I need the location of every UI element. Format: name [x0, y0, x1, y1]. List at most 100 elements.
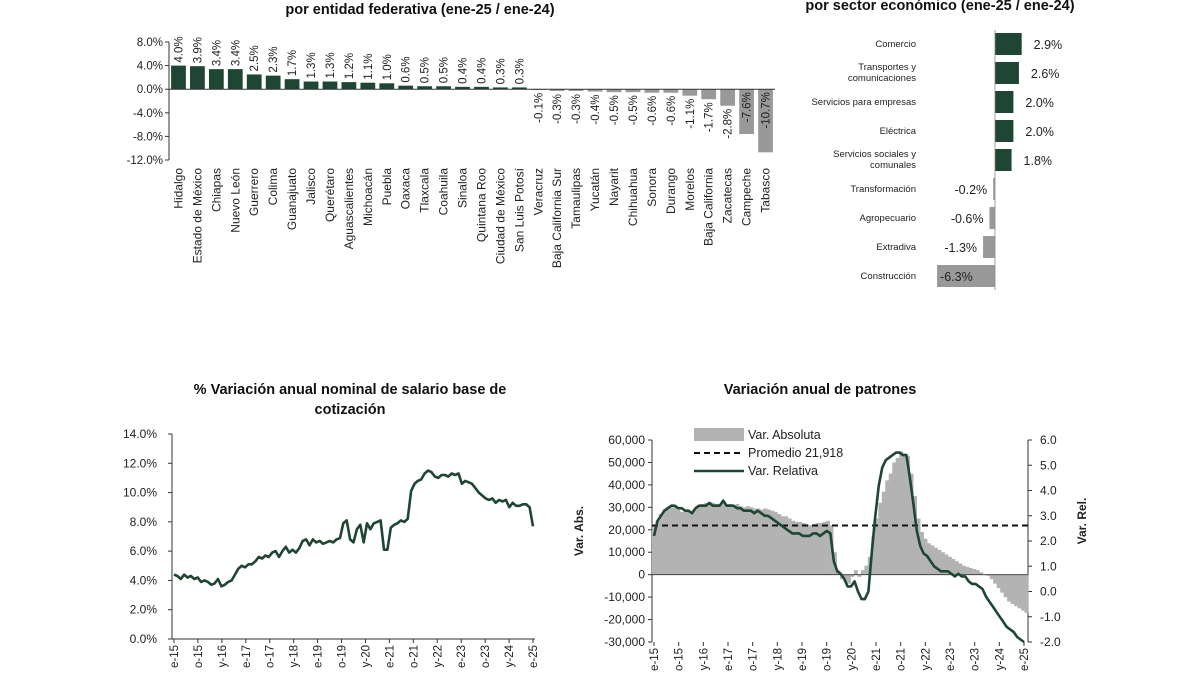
- employers-x-tick-label: y-18: [772, 648, 784, 670]
- sector-bar: [989, 207, 995, 229]
- employers-x-tick-label: e-23: [945, 648, 957, 671]
- states-value-label: 4.0%: [173, 36, 185, 62]
- employers-abs-bar: [902, 453, 907, 575]
- employers-x-tick-label: y-20: [846, 648, 858, 670]
- employers-abs-bar: [662, 509, 667, 575]
- employers-abs-bar: [752, 508, 757, 575]
- employers-abs-bar: [655, 520, 660, 575]
- states-bar: [587, 89, 603, 92]
- states-bar: [190, 66, 205, 90]
- employers-left-tick-label: 50,000: [608, 455, 645, 469]
- employers-abs-bar: [665, 507, 670, 575]
- employers-abs-bar: [707, 501, 712, 575]
- states-bar: [227, 69, 243, 90]
- employers-x-tick-label: e-25: [1019, 648, 1031, 671]
- salary-x-tick-label: y-22: [432, 645, 444, 667]
- states-value-label: 1.1%: [363, 53, 375, 79]
- states-value-label: -0.4%: [590, 95, 602, 125]
- states-category-label: Chihuahua: [626, 168, 640, 226]
- states-category-label: Coahuila: [437, 168, 451, 216]
- states-category-label: Baja California Sur: [550, 168, 564, 268]
- employers-left-axis-title: Var. Abs.: [572, 506, 586, 556]
- states-bar: [625, 89, 641, 93]
- employers-right-tick-label: 1.0: [1040, 559, 1057, 573]
- states-value-label: -10.7%: [761, 92, 773, 128]
- salary-y-tick-label: 6.0%: [130, 544, 158, 558]
- employers-abs-bar: [791, 520, 796, 575]
- employers-abs-bar: [725, 503, 729, 575]
- states-category-label: Campeche: [740, 168, 754, 226]
- states-bar: [701, 89, 717, 100]
- states-category-label: Guanajuato: [285, 168, 299, 230]
- states-value-label: 0.5%: [439, 57, 451, 83]
- states-bar: [436, 86, 451, 90]
- states-value-label: -2.8%: [723, 109, 735, 139]
- employers-abs-bar: [801, 523, 806, 575]
- employers-right-tick-label: -1.0: [1040, 610, 1061, 624]
- states-y-tick-label: 8.0%: [137, 37, 163, 49]
- employers-abs-bar: [979, 572, 984, 575]
- salary-x-tick-label: o-15: [193, 645, 205, 668]
- salary-x-tick-label: e-21: [384, 645, 396, 668]
- states-bar: [246, 74, 262, 90]
- employers-abs-bar: [920, 532, 924, 575]
- employers-left-tick-label: 60,000: [608, 433, 645, 447]
- salary-x-tick-label: y-20: [360, 645, 372, 667]
- states-bar: [360, 82, 376, 90]
- states-category-label: Tlaxcala: [418, 168, 432, 213]
- employers-abs-bar: [787, 518, 792, 575]
- states-bar: [303, 81, 319, 90]
- employers-abs-bar: [763, 508, 768, 575]
- sector-value-label: -1.3%: [944, 241, 977, 255]
- sector-category-label: Eléctrica: [880, 126, 917, 137]
- states-value-label: -0.1%: [533, 93, 545, 123]
- employers-abs-bar: [930, 545, 935, 575]
- employers-abs-bar: [1014, 574, 1018, 607]
- states-title: por entidad federativa (ene-25 / ene-24): [285, 2, 555, 18]
- states-value-label: 0.4%: [458, 58, 470, 84]
- employers-abs-bar: [892, 462, 897, 575]
- employers-abs-bar: [951, 558, 956, 575]
- states-category-label: Zacatecas: [721, 168, 735, 223]
- states-value-label: 1.3%: [306, 52, 318, 78]
- salary-x-tick-label: o-21: [408, 645, 420, 668]
- states-bar: [265, 75, 281, 90]
- employers-abs-bar: [853, 570, 858, 575]
- states-value-label: -0.5%: [609, 95, 621, 125]
- employers-x-tick-label: o-19: [822, 648, 834, 671]
- employers-abs-bar: [850, 574, 855, 577]
- employers-right-tick-label: -2.0: [1040, 635, 1061, 649]
- employers-abs-bar: [672, 507, 677, 575]
- employers-right-tick-label: 4.0: [1040, 484, 1057, 498]
- states-value-label: 1.7%: [287, 50, 299, 76]
- employers-abs-bar: [815, 523, 820, 575]
- states-bar: [549, 89, 565, 91]
- legend-relative-label: Var. Relativa: [748, 464, 818, 478]
- legend-abs-swatch: [694, 428, 744, 441]
- salary-x-tick-label: o-23: [480, 645, 492, 668]
- states-category-label: Tabasco: [759, 168, 773, 213]
- employers-abs-bar: [961, 565, 966, 575]
- employers-abs-bar: [714, 503, 719, 575]
- states-value-label: 2.5%: [249, 45, 261, 71]
- states-value-label: -0.3%: [571, 94, 583, 124]
- employers-abs-bar: [871, 536, 876, 575]
- states-bar: [682, 89, 698, 96]
- employers-x-tick-label: o-23: [970, 648, 982, 671]
- employers-x-tick-label: o-21: [896, 648, 908, 671]
- salary-x-tick-label: y-18: [289, 645, 301, 667]
- employers-abs-bar: [700, 503, 705, 575]
- states-bar: [739, 89, 754, 135]
- employers-abs-bar: [721, 501, 726, 575]
- states-value-label: 1.0%: [382, 54, 394, 80]
- employers-abs-bar: [864, 565, 869, 575]
- employers-left-tick-label: 30,000: [608, 500, 645, 514]
- sector-bar: [995, 33, 1022, 55]
- states-panel: por entidad federativa (ene-25 / ene-24)…: [110, 0, 800, 320]
- employers-abs-bar: [746, 506, 750, 575]
- employers-abs-bar: [693, 508, 698, 575]
- states-bar: [758, 89, 773, 153]
- employers-abs-bar: [857, 574, 862, 577]
- employers-abs-bar: [947, 556, 952, 575]
- employers-abs-bar: [773, 511, 778, 575]
